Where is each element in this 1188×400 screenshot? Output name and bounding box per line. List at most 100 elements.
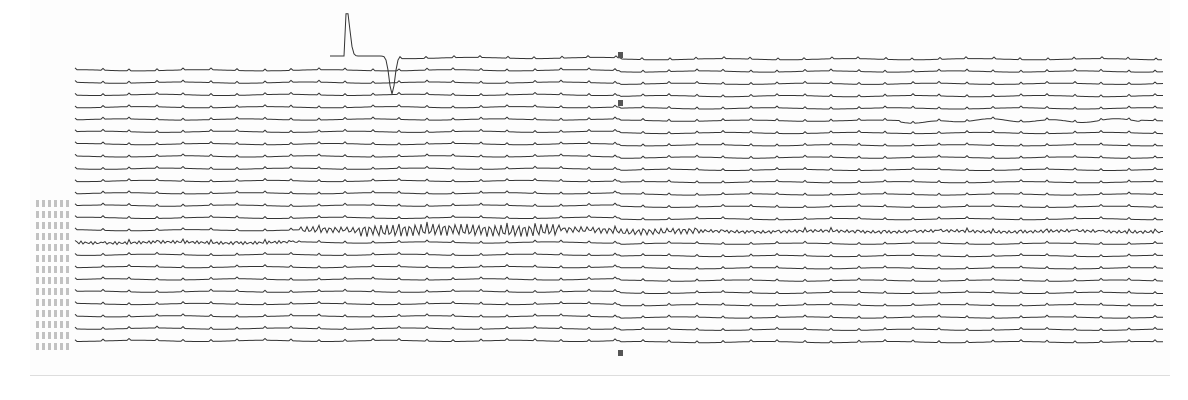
trace-line-21 bbox=[74, 300, 1164, 307]
annotation-mark bbox=[36, 233, 39, 240]
annotation-mark bbox=[48, 321, 51, 328]
annotation-mark bbox=[54, 343, 57, 350]
annotation-mark bbox=[66, 255, 69, 262]
annotation-mark bbox=[48, 233, 51, 240]
annotation-mark bbox=[42, 321, 45, 328]
annotation-mark bbox=[42, 244, 45, 251]
trace-line-11 bbox=[74, 177, 1163, 184]
annotation-mark bbox=[36, 321, 39, 328]
annotation-mark bbox=[60, 343, 63, 350]
annotation-mark bbox=[36, 332, 39, 339]
annotation-mark bbox=[48, 332, 51, 339]
annotation-mark bbox=[42, 288, 45, 295]
annotation-mark bbox=[66, 332, 69, 339]
trace-line-7 bbox=[74, 128, 1163, 135]
annotation-mark bbox=[60, 211, 63, 218]
annotation-mark bbox=[60, 288, 63, 295]
annotation-mark bbox=[60, 233, 63, 240]
trace-line-6 bbox=[74, 116, 1164, 124]
time-mark bbox=[618, 350, 623, 356]
annotation-mark bbox=[42, 343, 45, 350]
annotation-mark bbox=[36, 299, 39, 306]
annotation-mark bbox=[54, 332, 57, 339]
time-mark bbox=[618, 100, 623, 106]
annotation-mark bbox=[60, 244, 63, 251]
annotation-mark bbox=[42, 277, 45, 284]
annotation-mark bbox=[66, 233, 69, 240]
annotation-mark bbox=[54, 255, 57, 262]
trace-line-14 bbox=[74, 214, 1164, 221]
annotation-mark bbox=[60, 321, 63, 328]
trace-line-15 bbox=[74, 221, 1163, 238]
annotation-mark bbox=[48, 266, 51, 273]
annotation-mark bbox=[54, 321, 57, 328]
annotation-mark bbox=[66, 211, 69, 218]
annotation-mark bbox=[60, 299, 63, 306]
trace-line-5 bbox=[74, 104, 1163, 110]
annotation-mark bbox=[60, 266, 63, 273]
annotation-mark bbox=[36, 343, 39, 350]
annotation-mark bbox=[48, 211, 51, 218]
annotation-mark bbox=[66, 299, 69, 306]
annotation-mark bbox=[48, 200, 51, 207]
annotation-mark bbox=[42, 222, 45, 229]
annotation-mark bbox=[60, 332, 63, 339]
trace-line-20 bbox=[74, 288, 1163, 295]
annotation-mark bbox=[54, 244, 57, 251]
annotation-mark bbox=[36, 277, 39, 284]
annotation-mark bbox=[54, 266, 57, 273]
annotation-mark bbox=[60, 255, 63, 262]
annotation-mark bbox=[48, 244, 51, 251]
annotation-mark bbox=[48, 343, 51, 350]
trace-line-17 bbox=[74, 251, 1163, 258]
trace-line-9 bbox=[74, 153, 1164, 159]
annotation-mark bbox=[66, 277, 69, 284]
annotation-mark bbox=[36, 288, 39, 295]
annotation-mark bbox=[60, 200, 63, 207]
annotation-mark bbox=[66, 200, 69, 207]
annotation-mark bbox=[54, 310, 57, 317]
annotation-mark bbox=[66, 244, 69, 251]
annotation-mark bbox=[48, 288, 51, 295]
annotation-mark bbox=[36, 266, 39, 273]
annotation-mark bbox=[42, 233, 45, 240]
trace-line-23 bbox=[74, 325, 1163, 331]
annotation-mark bbox=[36, 211, 39, 218]
annotation-mark bbox=[36, 222, 39, 229]
trace-line-8 bbox=[74, 141, 1164, 147]
annotation-mark bbox=[60, 310, 63, 317]
annotation-mark bbox=[42, 310, 45, 317]
annotation-mark bbox=[54, 277, 57, 284]
annotation-mark bbox=[54, 288, 57, 295]
annotation-mark bbox=[48, 310, 51, 317]
annotation-mark bbox=[66, 288, 69, 295]
annotation-mark bbox=[36, 255, 39, 262]
annotation-mark bbox=[54, 222, 57, 229]
annotation-mark bbox=[66, 222, 69, 229]
annotation-mark bbox=[54, 233, 57, 240]
annotation-mark bbox=[36, 244, 39, 251]
annotation-mark bbox=[42, 211, 45, 218]
trace-line-3 bbox=[74, 79, 1164, 85]
trace-line-22 bbox=[74, 313, 1163, 319]
trace-line-16 bbox=[74, 238, 1164, 246]
annotation-mark bbox=[54, 299, 57, 306]
trace-line-2 bbox=[74, 67, 1164, 73]
trace-line-4 bbox=[74, 91, 1163, 98]
annotation-mark bbox=[42, 299, 45, 306]
annotation-mark bbox=[54, 200, 57, 207]
trace-line-18 bbox=[74, 264, 1164, 270]
annotation-mark bbox=[36, 310, 39, 317]
annotation-mark bbox=[60, 222, 63, 229]
annotation-mark bbox=[42, 200, 45, 207]
seismogram-paper bbox=[30, 0, 1170, 376]
annotation-mark bbox=[48, 277, 51, 284]
annotation-mark bbox=[42, 266, 45, 273]
trace-line-19 bbox=[74, 276, 1163, 282]
annotation-mark bbox=[66, 321, 69, 328]
trace-line-10 bbox=[74, 165, 1164, 171]
annotation-mark bbox=[42, 332, 45, 339]
trace-line-24 bbox=[74, 337, 1164, 344]
